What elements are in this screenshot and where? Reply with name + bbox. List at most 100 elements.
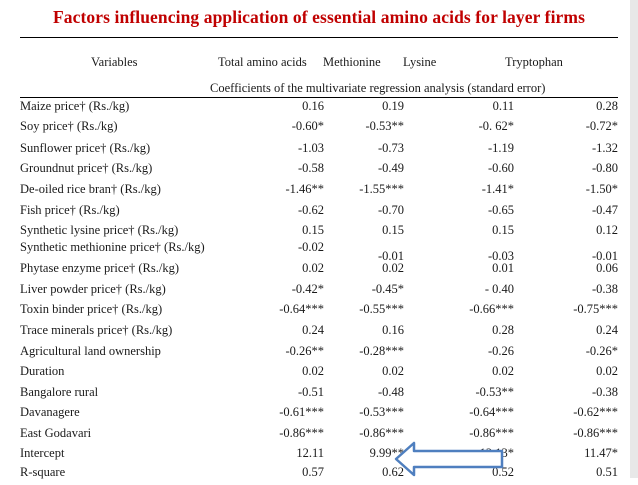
tryptophan-cell: 0.28 [596, 99, 618, 113]
tryptophan-cell: -0.86*** [573, 426, 618, 440]
methionine-cell: 0.02 [382, 364, 404, 378]
total-amino-acids-cell: -0.26** [285, 344, 324, 358]
variable-cell: Soy price† (Rs./kg) [20, 119, 118, 133]
total-amino-acids-cell: 12.11 [296, 446, 324, 460]
total-amino-acids-cell: -1.46** [285, 182, 324, 196]
slide-edge-band [630, 0, 638, 478]
total-amino-acids-cell: -0.58 [297, 161, 324, 175]
tryptophan-cell: -0.75*** [573, 302, 618, 316]
variable-cell: De-oiled rice bran† (Rs./kg) [20, 182, 161, 196]
total-amino-acids-cell: 0.02 [302, 364, 324, 378]
total-amino-acids-cell: 0.15 [302, 223, 324, 237]
tryptophan-cell: -0.26* [585, 344, 618, 358]
total-amino-acids-cell: -0.02 [297, 240, 324, 254]
total-amino-acids-cell: -0.62 [297, 203, 324, 217]
tryptophan-cell: 0.12 [596, 223, 618, 237]
variable-cell: Synthetic lysine price† (Rs./kg) [20, 223, 179, 237]
tryptophan-cell: -0.72* [585, 119, 618, 133]
methionine-cell: -0.70 [377, 203, 404, 217]
lysine-cell: -0.66*** [469, 302, 514, 316]
lysine-cell: -0.64*** [469, 405, 514, 419]
table-row: Liver powder price† (Rs./kg) -0.42* -0.45*… [20, 282, 618, 302]
variable-cell: Intercept [20, 446, 65, 460]
methionine-cell: -0.53** [365, 119, 404, 133]
table-row: R-square 0.57 0.62 0.52 0.51 [20, 465, 618, 485]
tryptophan-cell: 0.02 [596, 364, 618, 378]
methionine-cell: -0.73 [377, 141, 404, 155]
total-amino-acids-cell: 0.24 [302, 323, 324, 337]
lysine-cell: -0.53** [475, 385, 514, 399]
table-row: Trace minerals price† (Rs./kg) 0.24 0.16 0.… [20, 323, 618, 343]
variable-cell: Davanagere [20, 405, 80, 419]
total-amino-acids-cell: 0.57 [302, 465, 324, 479]
variable-cell: Liver powder price† (Rs./kg) [20, 282, 166, 296]
methionine-cell: -0.45* [371, 282, 404, 296]
methionine-cell: -0.53*** [359, 405, 404, 419]
table-row: Sunflower price† (Rs./kg) -1.03 -0.73 -1.19… [20, 141, 618, 161]
table-row: Fish price† (Rs./kg) -0.62 -0.70 -0.65 -0.47 [20, 203, 618, 223]
subheader: Coefficients of the multivariate regress… [210, 81, 546, 95]
methionine-cell: 0.15 [382, 223, 404, 237]
lysine-cell: 0.02 [492, 364, 514, 378]
tryptophan-cell: -0.38 [591, 282, 618, 296]
table-row: Phytase enzyme price† (Rs./kg) 0.02 0.02 0.… [20, 261, 618, 281]
slide-title: Factors influencing application of essen… [52, 7, 585, 27]
table-row: Toxin binder price† (Rs./kg) -0.64*** -0.5… [20, 302, 618, 322]
variable-cell: East Godavari [20, 426, 92, 440]
tryptophan-cell: 0.06 [596, 261, 618, 275]
table-row: East Godavari -0.86*** -0.86*** -0.86*** -0.… [20, 426, 618, 446]
variable-cell: Maize price† (Rs./kg) [20, 99, 130, 113]
table-row: Groundnut price† (Rs./kg) -0.58 -0.49 -0.60… [20, 161, 618, 181]
total-amino-acids-cell: -0.86*** [279, 426, 324, 440]
total-amino-acids-cell: 0.16 [302, 99, 324, 113]
methionine-cell: 9.99** [369, 446, 404, 460]
arrow-left-icon [394, 441, 504, 477]
tryptophan-cell: -1.32 [591, 141, 618, 155]
tryptophan-cell: 0.51 [596, 465, 618, 479]
lysine-cell: 0.52 [492, 465, 514, 479]
tryptophan-cell: -0.01 [591, 249, 618, 263]
top-rule [20, 37, 618, 38]
tryptophan-cell: -1.50* [585, 182, 618, 196]
tryptophan-cell: -0.80 [591, 161, 618, 175]
variable-cell: Synthetic methionine price† (Rs./kg) [20, 240, 205, 254]
table-row: Synthetic methionine price† (Rs./kg) -0.0… [20, 240, 618, 263]
header-lysine: Lysine [403, 55, 437, 69]
methionine-cell: -0.28*** [359, 344, 404, 358]
table-row: Agricultural land ownership -0.26** -0.28*… [20, 344, 618, 364]
table-row: Davanagere -0.61*** -0.53*** -0.64*** -0.62*… [20, 405, 618, 425]
lysine-cell: 0.15 [492, 223, 514, 237]
total-amino-acids-cell: -1.03 [297, 141, 324, 155]
header-total-amino-acids: Total amino acids [218, 55, 307, 69]
variable-cell: Toxin binder price† (Rs./kg) [20, 302, 163, 316]
methionine-cell: -0.49 [377, 161, 404, 175]
header-methionine: Methionine [323, 55, 381, 69]
lysine-cell: -0.60 [487, 161, 514, 175]
lysine-cell: -0.86*** [469, 426, 514, 440]
header-rule [20, 97, 618, 98]
lysine-cell: 0.01 [492, 261, 514, 275]
variable-cell: Groundnut price† (Rs./kg) [20, 161, 153, 175]
lysine-cell: -0.65 [487, 203, 514, 217]
table-row: Bangalore rural -0.51 -0.48 -0.53** -0.38 [20, 385, 618, 405]
methionine-cell: -0.86*** [359, 426, 404, 440]
tryptophan-cell: -0.38 [591, 385, 618, 399]
lysine-cell: -0. 62* [478, 119, 514, 133]
variable-cell: Duration [20, 364, 65, 378]
table-row: De-oiled rice bran† (Rs./kg) -1.46** -1.55… [20, 182, 618, 202]
lysine-cell: -1.19 [487, 141, 514, 155]
table-row: Synthetic lysine price† (Rs./kg) 0.15 0.15… [20, 223, 618, 243]
lysine-cell: -1.41* [481, 182, 514, 196]
tryptophan-cell: -0.62*** [573, 405, 618, 419]
total-amino-acids-cell: -0.60* [291, 119, 324, 133]
total-amino-acids-cell: 0.02 [302, 261, 324, 275]
methionine-cell: 0.16 [382, 323, 404, 337]
lysine-cell: -0.26 [487, 344, 514, 358]
header-variables: Variables [91, 55, 138, 69]
methionine-cell: 0.19 [382, 99, 404, 113]
variable-cell: Bangalore rural [20, 385, 99, 399]
variable-cell: Trace minerals price† (Rs./kg) [20, 323, 173, 337]
tryptophan-cell: 11.47* [584, 446, 618, 460]
